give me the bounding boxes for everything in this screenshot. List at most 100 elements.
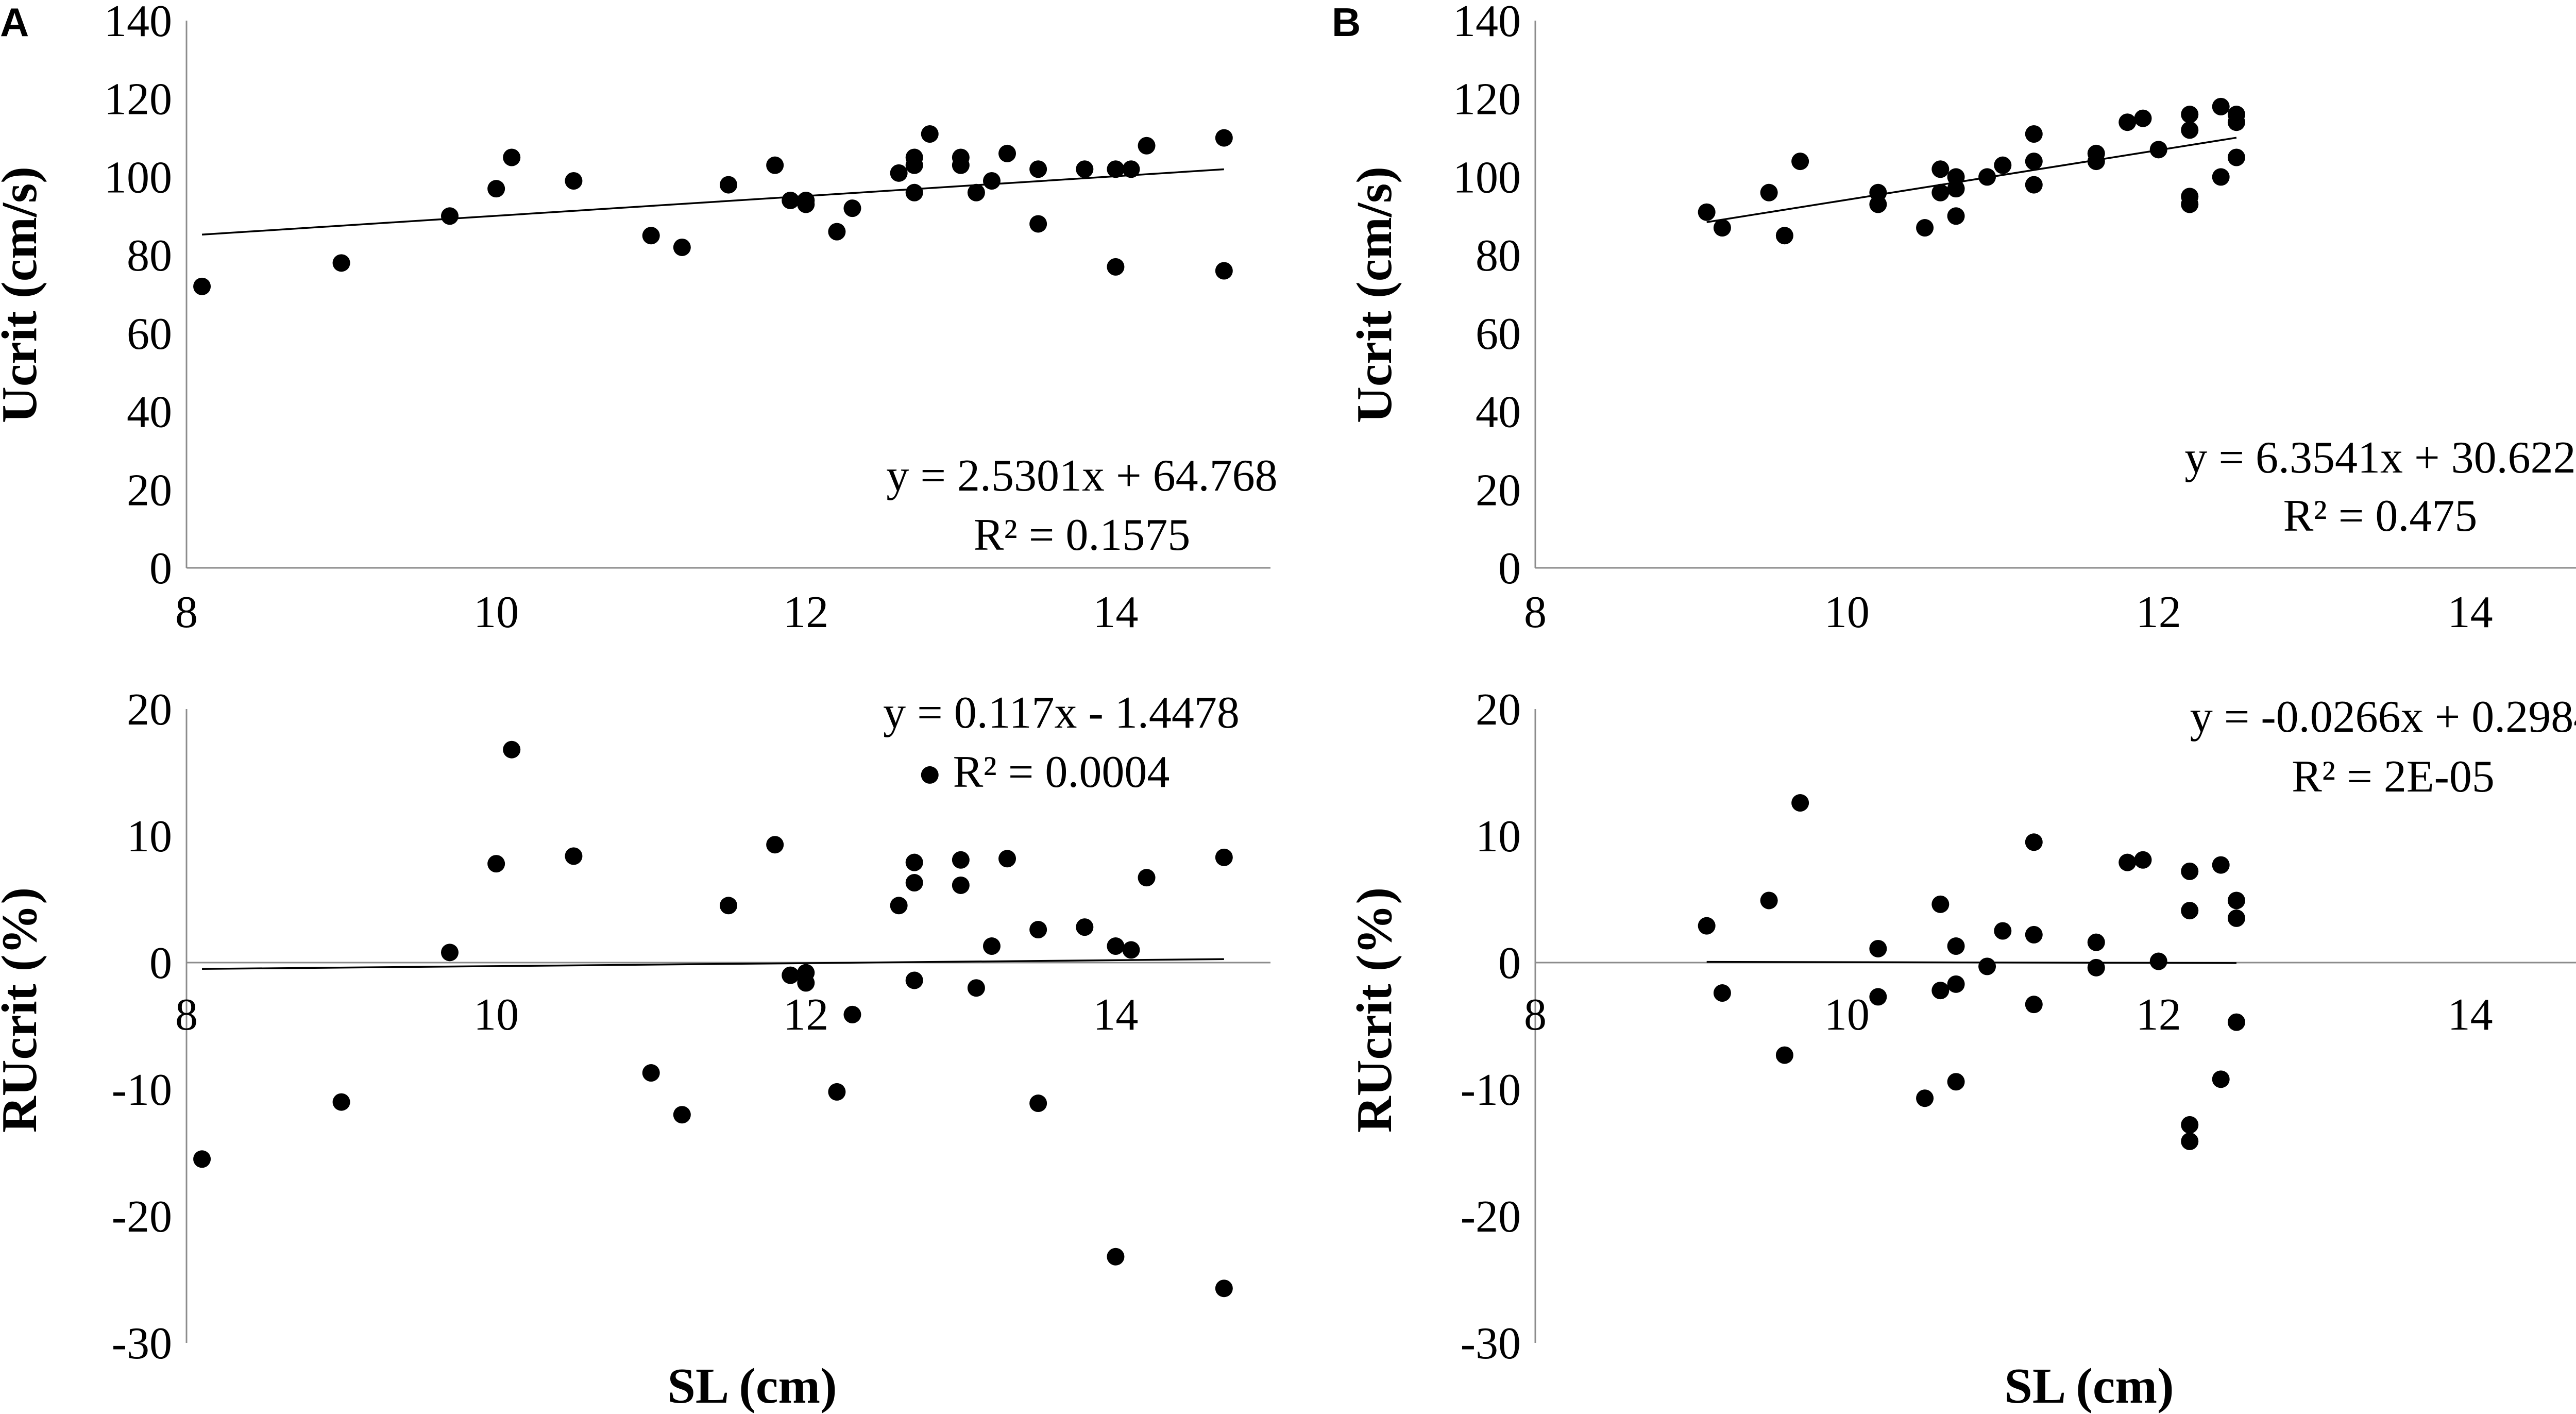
r-squared: R² = 0.475: [2283, 491, 2478, 541]
regression-equation: y = 0.117x - 1.4478: [883, 688, 1240, 738]
data-point: [1138, 137, 1156, 155]
data-point: [2212, 97, 2230, 115]
data-point: [1947, 1073, 1965, 1091]
y-tick-label: 40: [127, 388, 172, 437]
data-point: [1698, 203, 1716, 221]
y-tick-label: 10: [1476, 812, 1521, 862]
x-tick-label: 12: [2136, 990, 2181, 1040]
data-point: [503, 740, 521, 759]
data-point: [2087, 144, 2105, 162]
regression-equation: y = 6.3541x + 30.622: [2184, 433, 2575, 483]
r-squared: R² = 0.0004: [953, 747, 1170, 797]
data-point: [1791, 153, 1809, 171]
data-point: [905, 148, 923, 166]
data-point: [440, 207, 459, 225]
data-point: [1931, 895, 1950, 913]
x-tick-label: 8: [175, 990, 198, 1040]
data-point: [720, 897, 737, 915]
data-point: [2025, 153, 2043, 171]
data-point: [1215, 262, 1233, 280]
data-point: [1869, 988, 1887, 1006]
regression-equation: y = -0.0266x + 0.2984: [2190, 692, 2576, 742]
data-point: [1916, 219, 1934, 237]
y-tick-label: 40: [1476, 388, 1521, 437]
data-point: [332, 1093, 350, 1111]
x-tick-label: 10: [1824, 587, 1870, 637]
y-tick-label: 0: [1498, 938, 1521, 988]
y-tick-label: -10: [1461, 1065, 1521, 1115]
data-point: [1713, 984, 1731, 1002]
data-point: [565, 847, 583, 865]
data-point: [1791, 794, 1809, 812]
x-tick-label: 10: [473, 587, 519, 637]
data-point: [193, 277, 211, 295]
y-tick-label: 120: [104, 75, 172, 125]
x-tick-label: 8: [1524, 587, 1547, 637]
data-point: [2212, 168, 2230, 186]
y-tick-label: 140: [104, 0, 172, 46]
x-tick-label: 10: [473, 990, 519, 1040]
data-point: [828, 1083, 846, 1101]
x-tick-label: 14: [2448, 587, 2493, 637]
data-point: [843, 199, 861, 217]
y-tick-label: 60: [1476, 309, 1521, 359]
y-tick-label: 100: [104, 153, 172, 203]
y-tick-label: -30: [112, 1319, 172, 1369]
regression-equation: y = 2.5301x + 64.768: [886, 451, 1277, 501]
data-point: [2181, 902, 2199, 920]
data-point: [905, 971, 923, 989]
y-tick-label: 80: [127, 231, 172, 281]
y-tick-label: 0: [149, 938, 172, 988]
data-point: [905, 183, 923, 201]
data-point: [1994, 922, 2012, 940]
data-point: [2227, 891, 2245, 910]
y-tick-label: 10: [127, 812, 172, 862]
x-tick-label: 8: [175, 587, 198, 637]
data-point: [2181, 1132, 2199, 1150]
data-point: [1978, 957, 1996, 975]
data-point: [828, 223, 846, 241]
y-tick-label: -10: [112, 1065, 172, 1115]
data-point: [2025, 125, 2043, 143]
y-tick-label: 0: [1498, 544, 1521, 594]
data-point: [1931, 160, 1950, 178]
data-point: [967, 979, 985, 997]
data-point: [1994, 156, 2012, 174]
y-axis-label-ucrit: Ucrit (cm/s): [1347, 166, 1402, 423]
data-point: [1215, 129, 1233, 147]
data-point: [982, 172, 1001, 190]
data-point: [642, 1064, 660, 1082]
data-point: [2181, 188, 2199, 206]
data-point: [1775, 227, 1793, 245]
data-point: [2119, 853, 2137, 871]
data-point: [1122, 160, 1140, 178]
data-point: [1947, 937, 1965, 955]
data-point: [967, 183, 985, 201]
data-point: [2025, 833, 2043, 851]
data-point: [2181, 862, 2199, 880]
data-point: [2087, 933, 2105, 951]
y-tick-label: 20: [127, 465, 172, 515]
data-point: [2087, 958, 2105, 977]
data-point: [1029, 215, 1047, 233]
y-tick-label: 80: [1476, 231, 1521, 281]
r-squared: R² = 2E-05: [2292, 752, 2495, 802]
data-point: [905, 853, 923, 871]
data-point: [1029, 160, 1047, 178]
data-point: [673, 238, 691, 256]
data-point: [2119, 113, 2137, 131]
data-point: [905, 874, 923, 892]
data-point: [1775, 1046, 1793, 1064]
data-point: [1916, 1089, 1934, 1107]
panel-letter-a: A: [0, 0, 29, 45]
x-tick-label: 10: [1824, 990, 1870, 1040]
x-tick-label: 8: [1524, 990, 1547, 1040]
data-point: [2149, 141, 2167, 159]
panel-a-rucrit-chart: RUcrit (%) SL (cm) y = 0.117x - 1.4478 R…: [0, 685, 1270, 1414]
y-axis-label-rucrit: RUcrit (%): [1347, 887, 1402, 1133]
y-tick-label: 20: [127, 685, 172, 735]
data-point: [1076, 160, 1094, 178]
data-point: [1698, 917, 1716, 935]
data-point: [998, 144, 1016, 162]
